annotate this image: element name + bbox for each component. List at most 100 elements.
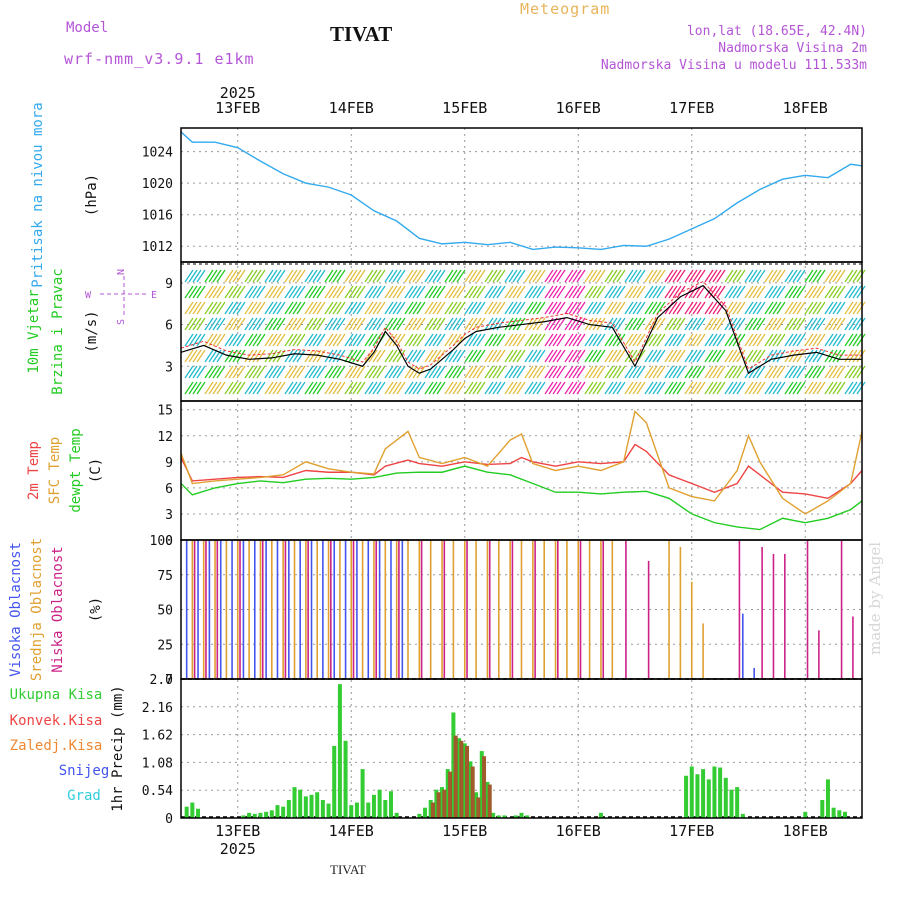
wind-barb: [712, 317, 722, 331]
wind-barb: [656, 365, 666, 379]
wind-barb: [704, 333, 714, 347]
wind-barb: [748, 285, 758, 299]
wind-barb: [308, 349, 318, 363]
wind-barb: [472, 333, 482, 347]
wind-barb: [712, 333, 722, 347]
wind-barb: [584, 349, 594, 363]
wind-barb: [836, 269, 846, 283]
wind-barb: [648, 349, 658, 363]
wind-barb: [348, 349, 358, 363]
wind-barb: [624, 333, 634, 347]
wind-barb: [848, 333, 858, 347]
wind-barb: [564, 381, 574, 395]
wind-barb: [504, 381, 514, 395]
model-version: wrf-nmm_v3.9.1 e1km: [64, 50, 255, 68]
wind-barb: [448, 285, 458, 299]
wind-barb: [576, 349, 586, 363]
wind-barb: [856, 365, 866, 379]
wind-barb: [528, 381, 538, 395]
wind-barb: [476, 381, 486, 395]
wind-barb: [576, 301, 586, 315]
wind-barb: [264, 349, 274, 363]
wind-barb: [256, 349, 266, 363]
wind-barb: [368, 381, 378, 395]
wind-barb: [252, 365, 262, 379]
wind-barb: [504, 365, 514, 379]
wind-barb: [812, 317, 822, 331]
wind-barb: [676, 333, 686, 347]
wind-barb: [664, 317, 674, 331]
wind-barb: [324, 381, 334, 395]
wind-barb: [408, 301, 418, 315]
wind-barb: [288, 365, 298, 379]
wind-barb: [472, 285, 482, 299]
wind-barb: [488, 381, 498, 395]
wind-barb: [624, 365, 634, 379]
precip-total-bar: [451, 712, 456, 818]
wind-barb: [484, 381, 494, 395]
wind-barb: [392, 301, 402, 315]
wind-barb: [832, 317, 842, 331]
wind-barb: [212, 365, 222, 379]
wind-barb: [288, 285, 298, 299]
precip-convective-bar: [430, 802, 435, 818]
wind-barb: [432, 285, 442, 299]
wind-barb: [252, 269, 262, 283]
wind-barb: [224, 381, 234, 395]
wind-barb: [716, 317, 726, 331]
wind-barb: [492, 285, 502, 299]
bottom-day-label: 17FEB: [669, 822, 714, 840]
wind-barb: [476, 301, 486, 315]
wind-barb: [668, 317, 678, 331]
wind-barb: [608, 285, 618, 299]
page-title: TIVAT: [330, 22, 393, 46]
wind-barb: [708, 301, 718, 315]
pressure-unit-label: (hPa): [84, 174, 100, 216]
wind-barb: [816, 349, 826, 363]
wind-barb: [824, 301, 834, 315]
wind-barb: [528, 269, 538, 283]
wind-barb: [316, 365, 326, 379]
wind-barb: [516, 285, 526, 299]
wind-barb: [588, 317, 598, 331]
wind-barb: [844, 365, 854, 379]
wind-barb: [616, 285, 626, 299]
wind-barb: [804, 381, 814, 395]
wind-barb: [492, 349, 502, 363]
wind-barb: [356, 333, 366, 347]
wind-barb: [196, 333, 206, 347]
precip-tick-label: 2.7: [150, 673, 173, 688]
panel-frame: [180, 678, 863, 819]
wind-barb: [624, 381, 634, 395]
wind-barb: [612, 349, 622, 363]
wind-barb: [524, 349, 534, 363]
precip-total-bar: [292, 787, 297, 818]
precip-total-bar: [689, 766, 694, 818]
wind-barb: [268, 349, 278, 363]
wind-barb: [376, 317, 386, 331]
wind-barb: [336, 365, 346, 379]
wind-barb: [756, 365, 766, 379]
wind-barb: [672, 317, 682, 331]
wind-barb: [568, 285, 578, 299]
wind-barb: [288, 301, 298, 315]
pressure-tick-label: 1012: [142, 240, 173, 255]
wind-barb: [216, 333, 226, 347]
wind-barb: [444, 349, 454, 363]
wind-barb: [316, 317, 326, 331]
wind-barb: [536, 269, 546, 283]
wind-barb: [604, 381, 614, 395]
wind-barb: [348, 365, 358, 379]
wind-barb: [728, 349, 738, 363]
wind-barb: [652, 317, 662, 331]
wind-barb: [468, 285, 478, 299]
wind-barb: [572, 349, 582, 363]
precip-tick-label: 2.16: [142, 701, 173, 716]
wind-barb: [336, 333, 346, 347]
precip-total-bar: [474, 792, 479, 818]
precip-total-bar: [366, 802, 371, 818]
wind-barb: [804, 333, 814, 347]
wind-barb: [448, 317, 458, 331]
wind-barb: [312, 365, 322, 379]
wind-barb: [364, 333, 374, 347]
